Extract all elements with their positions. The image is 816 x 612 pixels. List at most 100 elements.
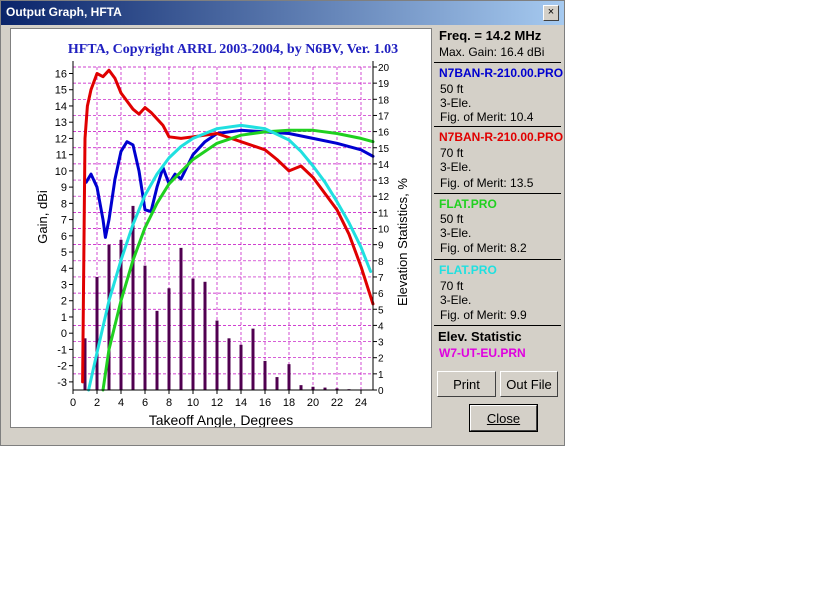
out-file-button[interactable]: Out File [500, 371, 558, 397]
x-axis-tick-label: 4 [118, 397, 124, 409]
window-title: Output Graph, HFTA [6, 5, 122, 19]
elevation-statistic-bar [191, 278, 195, 390]
x-axis-tick-label: 16 [259, 397, 271, 409]
left-axis-tick-label: 16 [55, 68, 67, 80]
entry-2-elements: 3-Ele. [440, 160, 472, 174]
entry-4-name: FLAT.PRO [439, 263, 497, 277]
left-axis-tick-label: -1 [57, 344, 67, 356]
right-axis-tick-label: 5 [378, 305, 384, 316]
entry-2-height: 70 ft [440, 146, 464, 160]
left-axis-tick-label: 13 [55, 117, 67, 129]
right-axis-tick-label: 19 [378, 79, 390, 90]
left-axis-tick-label: 4 [61, 263, 67, 275]
separator [434, 193, 561, 194]
elev-statistic-label: Elev. Statistic [438, 329, 522, 344]
entry-4-merit: Fig. of Merit: 9.9 [440, 308, 527, 322]
entry-3-name: FLAT.PRO [439, 197, 497, 211]
x-axis-tick-label: 24 [355, 397, 367, 409]
elevation-chart: -3-2-10123456789101112131415160123456789… [35, 42, 410, 428]
right-axis-label: Elevation Statistics, % [395, 178, 410, 306]
elevation-statistic-bar [287, 364, 291, 390]
left-axis-tick-label: 10 [55, 166, 67, 178]
separator [434, 126, 561, 127]
info-panel: Freq. = 14.2 MHz Max. Gain: 16.4 dBi N7B… [434, 27, 563, 437]
elevation-statistic-bar [119, 239, 123, 390]
gain-series-line-1 [84, 128, 375, 239]
elevation-statistic-bar [215, 320, 219, 390]
elevation-statistic-bar [311, 386, 315, 390]
right-axis-tick-label: 20 [378, 63, 390, 74]
elevation-statistic-bar [95, 276, 99, 390]
right-axis-tick-label: 7 [378, 273, 384, 284]
max-gain-label: Max. Gain: 16.4 dBi [439, 45, 545, 59]
x-axis-tick-label: 20 [307, 397, 319, 409]
x-axis-tick-label: 8 [166, 397, 172, 409]
entry-3-height: 50 ft [440, 212, 464, 226]
graph-panel: -3 -2 -1 0 1 2 3 4 5 6 7 8 9 10 11 12 13 14 15 16 0 1 2 3 4 5 6 7 8 9… [10, 28, 432, 428]
right-axis-tick-label: 11 [378, 208, 389, 219]
left-axis-tick-label: 15 [55, 85, 67, 97]
x-axis-tick-label: 10 [187, 397, 199, 409]
entry-1-elements: 3-Ele. [440, 96, 472, 110]
x-axis-label: Takeoff Angle, Degrees [149, 412, 294, 427]
title-bar[interactable]: Output Graph, HFTA × [1, 1, 564, 25]
right-axis-tick-label: 15 [378, 144, 390, 155]
elevation-statistic-bar [239, 344, 243, 390]
right-axis-tick-label: 18 [378, 95, 390, 106]
elevation-statistic-bar [167, 288, 171, 390]
x-axis-tick-label: 0 [70, 397, 76, 409]
x-axis-tick-label: 14 [235, 397, 247, 409]
right-axis-tick-label: 0 [378, 386, 384, 397]
right-axis-tick-label: 2 [378, 354, 384, 365]
elevation-statistic-bar [263, 360, 267, 390]
elevation-statistic-bar [143, 265, 147, 390]
left-axis-tick-label: 6 [61, 231, 67, 243]
elevation-statistic-bar [83, 338, 87, 390]
print-button[interactable]: Print [437, 371, 496, 397]
right-axis-tick-label: 3 [378, 338, 384, 349]
left-axis-tick-label: 7 [61, 215, 67, 227]
frequency-label: Freq. = 14.2 MHz [439, 28, 542, 43]
elevation-statistic-bar [107, 244, 111, 390]
entry-1-height: 50 ft [440, 82, 464, 96]
elevation-statistic-bar [299, 385, 303, 390]
left-axis-tick-label: 5 [61, 247, 67, 259]
x-axis-tick-label: 12 [211, 397, 223, 409]
entry-1-merit: Fig. of Merit: 10.4 [440, 110, 534, 124]
close-button[interactable]: Close [469, 404, 538, 432]
left-axis-tick-label: 14 [55, 101, 67, 113]
left-axis-tick-label: 11 [56, 150, 67, 162]
elevation-statistic-bar [155, 310, 159, 390]
close-icon[interactable]: × [543, 5, 559, 21]
right-axis-tick-label: 10 [378, 225, 390, 236]
left-axis-tick-label: 12 [55, 133, 67, 145]
x-axis-tick-label: 22 [331, 397, 343, 409]
right-axis-tick-label: 1 [378, 370, 384, 381]
right-axis-tick-label: 9 [378, 241, 384, 252]
separator [434, 325, 561, 326]
gain-series-line-3 [101, 128, 375, 392]
entry-3-elements: 3-Ele. [440, 226, 472, 240]
entry-1-name: N7BAN-R-210.00.PRO [439, 66, 564, 80]
close-button-label: Close [486, 411, 521, 426]
right-axis-tick-label: 12 [378, 192, 390, 203]
right-axis-tick-label: 17 [378, 111, 390, 122]
right-axis-tick-label: 14 [378, 160, 390, 171]
x-axis-tick-label: 2 [94, 397, 100, 409]
entry-4-elements: 3-Ele. [440, 293, 472, 307]
left-axis-label: Gain, dBi [35, 190, 50, 244]
chart-title: HFTA, Copyright ARRL 2003-2004, by N6BV,… [68, 42, 398, 57]
left-axis-tick-label: -2 [57, 361, 67, 373]
elevation-statistic-bar [275, 377, 279, 390]
entry-2-name: N7BAN-R-210.00.PRO [439, 130, 564, 144]
entry-3-merit: Fig. of Merit: 8.2 [440, 241, 527, 255]
right-axis-tick-label: 6 [378, 289, 384, 300]
left-axis-tick-label: 8 [61, 198, 67, 210]
left-axis-tick-label: 0 [61, 328, 67, 340]
elevation-statistic-bar [335, 388, 339, 390]
left-axis-tick-label: 1 [61, 312, 67, 324]
right-axis-tick-label: 16 [378, 128, 390, 139]
elevation-statistic-bar [227, 338, 231, 390]
separator [434, 259, 561, 260]
x-axis-tick-label: 18 [283, 397, 295, 409]
